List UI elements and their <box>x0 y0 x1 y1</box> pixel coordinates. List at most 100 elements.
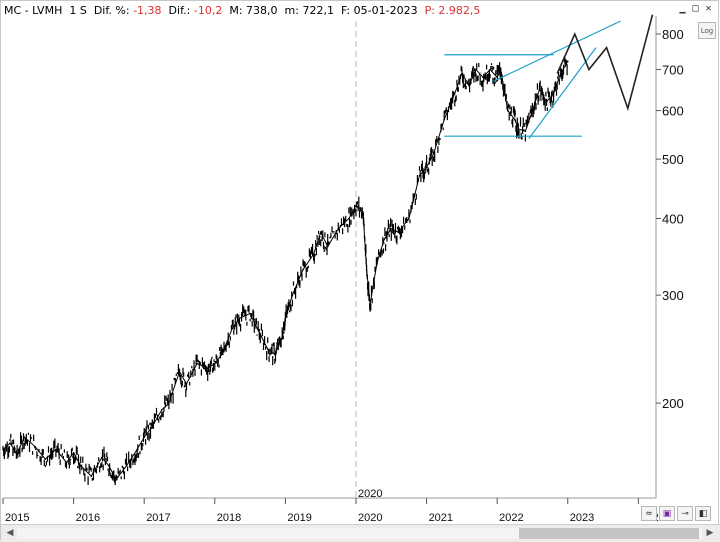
price-point <box>115 478 117 481</box>
timeframe-label: 1 S <box>69 4 87 17</box>
restore-icon[interactable]: □ <box>692 3 699 14</box>
dif-value: -10,2 <box>193 4 223 17</box>
price-point <box>489 68 491 71</box>
price-point <box>425 166 428 168</box>
price-point <box>101 456 103 459</box>
price-point <box>496 76 499 79</box>
horizontal-scrollbar[interactable]: ◀ ▶ <box>1 524 720 542</box>
price-point <box>65 461 68 464</box>
x-tick-label: 2021 <box>429 512 453 524</box>
scroll-right-icon[interactable]: ▶ <box>706 528 714 538</box>
price-point <box>178 370 181 373</box>
price-point <box>55 448 57 451</box>
price-point <box>475 68 477 71</box>
symbol-label: MC - LVMH <box>4 4 63 17</box>
price-point <box>238 317 241 320</box>
price-point <box>432 153 435 155</box>
price-point <box>161 409 163 411</box>
price-point <box>383 238 386 241</box>
y-tick-label: 800 <box>662 27 684 42</box>
y-tick-label: 600 <box>662 104 684 119</box>
price-point <box>108 465 110 467</box>
y-tick-label: 500 <box>662 152 684 167</box>
price-point <box>9 442 11 445</box>
x-tick-label: 2023 <box>570 512 594 524</box>
price-point <box>302 268 304 271</box>
price-point <box>418 174 421 177</box>
x-tick-label: 2020 <box>358 512 382 524</box>
minimize-icon[interactable]: ▁ <box>679 3 686 14</box>
pin-icon[interactable]: ⊸ <box>677 506 693 521</box>
price-point <box>206 367 209 370</box>
price-point <box>408 217 410 220</box>
price-point <box>390 227 393 230</box>
x-tick-label: 2019 <box>287 512 311 524</box>
price-point <box>567 60 569 63</box>
x-tick-label: 2015 <box>5 512 29 524</box>
y-tick-label: 700 <box>662 63 684 78</box>
price-point <box>443 118 446 121</box>
price-point <box>514 118 516 121</box>
dif-label: Dif.: <box>168 4 191 17</box>
year-divider-label: 2020 <box>358 488 382 500</box>
save-icon[interactable]: ▣ <box>659 506 675 521</box>
scroll-track[interactable] <box>17 528 702 539</box>
price-point <box>44 458 47 460</box>
x-tick-label: 2017 <box>146 512 170 524</box>
price-point <box>369 303 371 305</box>
price-point <box>231 327 234 329</box>
scroll-left-icon[interactable]: ◀ <box>6 528 14 538</box>
price-point <box>524 130 527 133</box>
price-point <box>397 231 400 233</box>
price-point <box>531 109 534 112</box>
min-value: 722,1 <box>302 4 334 17</box>
chart-header: MC - LVMH 1 S Dif. %: -1,38 Dif.: -10,2 … <box>4 3 480 19</box>
price-point <box>249 312 251 315</box>
pattern-icon[interactable]: ≈ <box>641 506 657 521</box>
close-icon[interactable]: ✕ <box>705 3 712 14</box>
price-point <box>274 353 276 356</box>
price-point <box>136 448 138 451</box>
price-point <box>468 84 470 86</box>
points-value: 2.982,5 <box>438 4 481 17</box>
price-series-line <box>2 61 569 481</box>
price-point <box>559 72 562 75</box>
price-point <box>168 402 170 404</box>
price-point <box>34 445 36 448</box>
max-value: 738,0 <box>246 4 278 17</box>
expand-icon[interactable]: ◧ <box>695 506 711 521</box>
log-scale-button[interactable]: Log <box>698 22 716 39</box>
price-point <box>337 227 340 230</box>
price-point <box>461 72 463 75</box>
price-chart[interactable]: 200 300 400 500 600 700 800 2015 2016 2017 2018 201… <box>1 1 720 524</box>
max-label: M: <box>229 4 243 17</box>
trend-line <box>528 47 597 139</box>
price-point <box>2 448 4 451</box>
price-point <box>214 362 216 365</box>
scroll-thumb[interactable] <box>519 528 699 539</box>
trend-line <box>493 20 621 82</box>
window-controls: ▁ □ ✕ <box>677 4 714 14</box>
price-point <box>196 362 198 365</box>
price-point <box>312 253 315 255</box>
price-point <box>125 465 128 467</box>
min-label: m: <box>284 4 299 17</box>
points-label: P: <box>424 4 435 17</box>
price-point <box>552 92 555 95</box>
price-series-bars <box>2 56 568 486</box>
price-point <box>256 327 258 329</box>
dif-pct-value: -1,38 <box>133 4 162 17</box>
price-point <box>538 88 541 91</box>
price-point <box>376 261 379 263</box>
price-point <box>185 383 188 385</box>
price-point <box>281 337 283 340</box>
price-point <box>545 101 548 103</box>
price-point <box>499 68 502 71</box>
y-tick-label: 300 <box>662 288 684 303</box>
price-point <box>16 453 18 456</box>
date-value: 05-01-2023 <box>353 4 418 17</box>
price-point <box>482 76 484 79</box>
dif-pct-label: Dif. %: <box>93 4 130 17</box>
price-point <box>284 317 287 320</box>
price-point <box>326 245 329 248</box>
